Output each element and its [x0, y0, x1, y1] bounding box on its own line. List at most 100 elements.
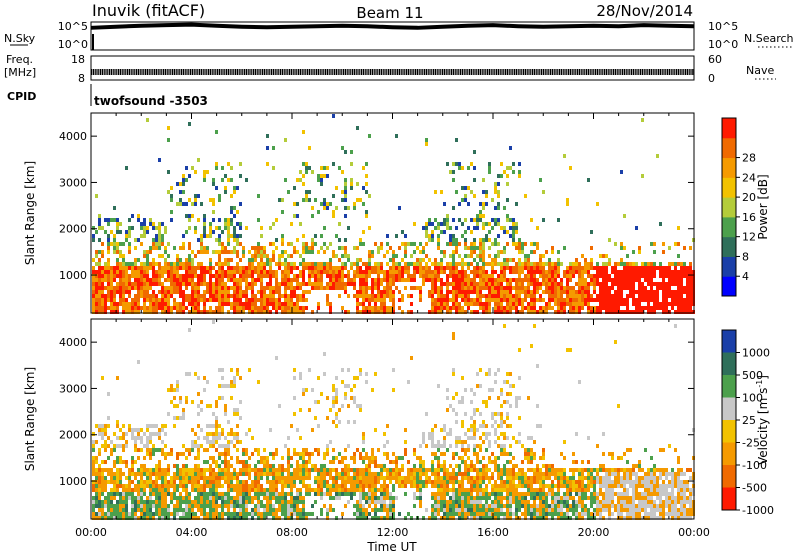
- heatmap-cell: [170, 198, 173, 202]
- heatmap-cell: [557, 266, 560, 270]
- heatmap-cell: [221, 492, 224, 496]
- heatmap-cell: [425, 278, 428, 282]
- heatmap-cell: [161, 242, 164, 246]
- heatmap-cell: [419, 270, 422, 274]
- heatmap-cell: [176, 182, 179, 186]
- heatmap-cell: [290, 472, 293, 476]
- heatmap-cell: [236, 480, 239, 484]
- heatmap-cell: [374, 302, 377, 306]
- heatmap-cell: [524, 274, 527, 278]
- y-tick-label: 1000: [59, 269, 87, 282]
- heatmap-cell: [329, 508, 332, 512]
- heatmap-cell: [443, 218, 446, 222]
- heatmap-cell: [236, 492, 239, 496]
- heatmap-cell: [257, 250, 260, 254]
- heatmap-cell: [437, 226, 440, 230]
- heatmap-cell: [116, 222, 119, 226]
- heatmap-cell: [350, 492, 353, 496]
- heatmap-cell: [383, 302, 386, 306]
- heatmap-cell: [662, 282, 665, 286]
- heatmap-cell: [146, 472, 149, 476]
- heatmap-cell: [578, 302, 581, 306]
- heatmap-cell: [626, 278, 629, 282]
- heatmap-cell: [137, 508, 140, 512]
- heatmap-cell: [344, 238, 347, 242]
- heatmap-cell: [341, 146, 344, 150]
- heatmap-cell: [176, 278, 179, 282]
- heatmap-cell: [686, 290, 689, 294]
- heatmap-cell: [377, 270, 380, 274]
- heatmap-cell: [356, 302, 359, 306]
- heatmap-cell: [359, 242, 362, 246]
- heatmap-cell: [461, 508, 464, 512]
- heatmap-cell: [230, 480, 233, 484]
- heatmap-cell: [629, 286, 632, 290]
- heatmap-cell: [476, 508, 479, 512]
- heatmap-cell: [449, 254, 452, 258]
- heatmap-cell: [116, 444, 119, 448]
- heatmap-cell: [572, 302, 575, 306]
- heatmap-cell: [677, 290, 680, 294]
- heatmap-cell: [248, 368, 251, 372]
- heatmap-cell: [266, 274, 269, 278]
- heatmap-cell: [590, 230, 593, 234]
- heatmap-cell: [386, 242, 389, 246]
- heatmap-cell: [188, 258, 191, 262]
- heatmap-cell: [371, 294, 374, 298]
- heatmap-cell: [188, 246, 191, 250]
- heatmap-cell: [518, 258, 521, 262]
- heatmap-cell: [341, 468, 344, 472]
- heatmap-cell: [464, 282, 467, 286]
- heatmap-cell: [92, 456, 95, 460]
- heatmap-cell: [278, 254, 281, 258]
- heatmap-cell: [101, 516, 104, 520]
- heatmap-cell: [149, 282, 152, 286]
- heatmap-cell: [209, 298, 212, 302]
- heatmap-cell: [626, 310, 629, 314]
- heatmap-cell: [608, 294, 611, 298]
- heatmap-cell: [341, 306, 344, 310]
- heatmap-cell: [524, 306, 527, 310]
- heatmap-cell: [431, 222, 434, 226]
- heatmap-cell: [434, 516, 437, 520]
- heatmap-cell: [320, 266, 323, 270]
- heatmap-cell: [164, 452, 167, 456]
- heatmap-cell: [257, 492, 260, 496]
- heatmap-cell: [314, 262, 317, 266]
- heatmap-cell: [125, 286, 128, 290]
- heatmap-cell: [521, 298, 524, 302]
- heatmap-cell: [515, 310, 518, 314]
- heatmap-cell: [194, 194, 197, 198]
- heatmap-cell: [617, 286, 620, 290]
- heatmap-cell: [254, 512, 257, 516]
- heatmap-cell: [134, 460, 137, 464]
- heatmap-cell: [443, 424, 446, 428]
- heatmap-cell: [344, 190, 347, 194]
- heatmap-cell: [215, 460, 218, 464]
- heatmap-cell: [467, 496, 470, 500]
- heatmap-cell: [443, 250, 446, 254]
- heatmap-cell: [389, 274, 392, 278]
- heatmap-cell: [446, 396, 449, 400]
- heatmap-cell: [365, 464, 368, 468]
- heatmap-cell: [317, 250, 320, 254]
- heatmap-cell: [587, 310, 590, 314]
- heatmap-cell: [425, 142, 428, 146]
- heatmap-cell: [641, 298, 644, 302]
- heatmap-cell: [221, 306, 224, 310]
- heatmap-cell: [293, 500, 296, 504]
- heatmap-cell: [497, 234, 500, 238]
- heatmap-cell: [245, 452, 248, 456]
- heatmap-cell: [125, 432, 128, 436]
- heatmap-cell: [236, 210, 239, 214]
- heatmap-cell: [104, 294, 107, 298]
- heatmap-cell: [545, 274, 548, 278]
- heatmap-cell: [464, 294, 467, 298]
- heatmap-cell: [332, 254, 335, 258]
- heatmap-cell: [146, 444, 149, 448]
- heatmap-cell: [497, 218, 500, 222]
- heatmap-cell: [281, 294, 284, 298]
- heatmap-cell: [383, 432, 386, 436]
- heatmap-cell: [122, 302, 125, 306]
- heatmap-cell: [638, 250, 641, 254]
